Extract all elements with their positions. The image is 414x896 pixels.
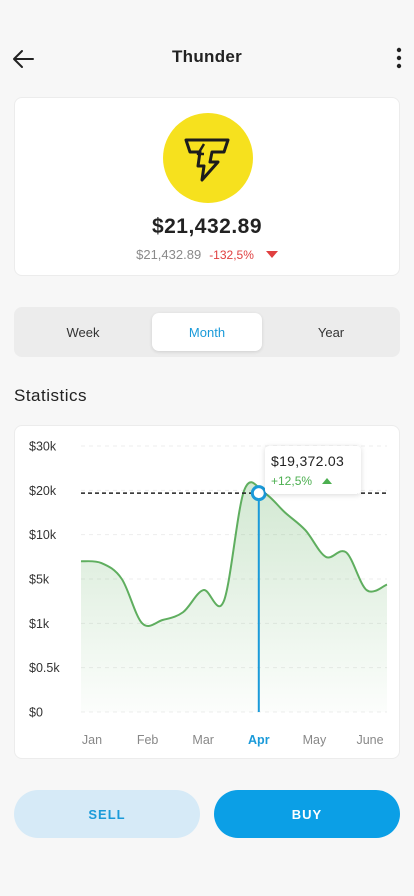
- y-tick-label: $1k: [29, 617, 50, 631]
- statistics-title: Statistics: [14, 386, 88, 405]
- thunder-bolt-icon: [184, 138, 230, 182]
- tooltip-change: +12,5%: [271, 474, 313, 488]
- tooltip-change-row: +12,5%: [271, 474, 355, 488]
- x-tick-label: Jan: [82, 733, 102, 747]
- more-vertical-icon: [396, 47, 402, 69]
- coin-summary-card: $21,432.89 $21,432.89 -132,5%: [14, 97, 400, 276]
- y-tick-label: $0.5k: [29, 661, 60, 675]
- price-tooltip: $19,372.03 +12,5%: [265, 446, 361, 494]
- coin-sub-price: $21,432.89: [136, 247, 202, 262]
- tab-week[interactable]: Week: [66, 324, 100, 340]
- y-tick-label: $10k: [29, 528, 57, 542]
- x-tick-label: Apr: [248, 733, 270, 747]
- coin-sub-row: $21,432.89 -132,5%: [15, 247, 399, 262]
- coin-price: $21,432.89: [151, 215, 263, 238]
- chart-svg: $30k $20k $10k $5k $1k $0.5k $0 Jan Feb Mar Apr Ma…: [29, 440, 388, 747]
- price-line: [80, 481, 388, 627]
- buy-button[interactable]: BUY: [214, 790, 400, 838]
- header: Thunder: [0, 38, 414, 78]
- selected-point[interactable]: [250, 485, 267, 502]
- period-selector: Week Month Year: [14, 307, 400, 357]
- x-tick-label: Feb: [137, 733, 159, 747]
- page-title: Thunder: [171, 47, 243, 66]
- back-button[interactable]: [10, 46, 36, 72]
- y-tick-label: $5k: [29, 573, 50, 587]
- x-tick-label: May: [303, 733, 327, 747]
- coin-change: -132,5%: [209, 247, 254, 262]
- price-area: [81, 482, 387, 712]
- tooltip-price: $19,372.03: [271, 453, 345, 469]
- triangle-up-icon: [322, 478, 333, 484]
- x-tick-label: June: [356, 733, 383, 747]
- tab-year[interactable]: Year: [317, 324, 345, 340]
- statistics-chart[interactable]: $30k $20k $10k $5k $1k $0.5k $0 Jan Feb Mar Apr Ma…: [14, 425, 400, 759]
- sell-button[interactable]: SELL: [14, 790, 200, 838]
- thunder-logo: [163, 113, 253, 203]
- x-tick-label: Mar: [192, 733, 214, 747]
- y-tick-label: $0: [29, 706, 43, 720]
- more-options-button[interactable]: [392, 44, 406, 72]
- y-tick-label: $30k: [29, 440, 57, 454]
- tab-month[interactable]: Month: [152, 313, 262, 351]
- y-tick-label: $20k: [29, 484, 57, 498]
- triangle-down-icon: [265, 251, 278, 258]
- arrow-left-icon: [13, 50, 34, 68]
